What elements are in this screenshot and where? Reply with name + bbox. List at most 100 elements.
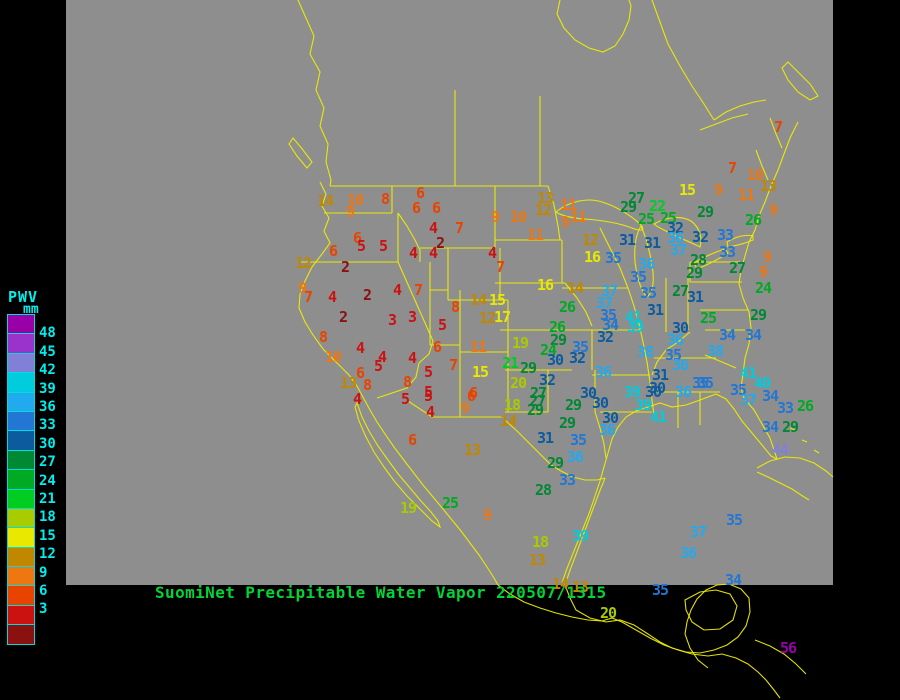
- station-value: 26: [548, 318, 566, 336]
- colorbar-tick-label: 33: [39, 417, 56, 434]
- colorbar-block: [7, 624, 35, 645]
- colorbar-block: [7, 585, 35, 606]
- station-value: 7: [773, 118, 783, 136]
- station-value: 15: [488, 291, 506, 309]
- station-value: 37: [739, 391, 757, 409]
- station-value: 36: [674, 383, 692, 401]
- station-value: 29: [564, 396, 582, 414]
- station-value: 6: [466, 387, 476, 405]
- station-value: 4: [377, 348, 387, 366]
- station-value: 37: [689, 523, 707, 541]
- colorbar-block: [7, 430, 35, 451]
- station-value: 35: [599, 306, 617, 324]
- station-value: 35: [571, 338, 589, 356]
- station-value: 36: [566, 448, 584, 466]
- station-value: 39: [571, 527, 589, 545]
- colorbar-tick-label: 39: [39, 380, 56, 397]
- station-value: 6: [411, 199, 421, 217]
- station-value: 7: [495, 258, 505, 276]
- station-value: 27: [671, 282, 689, 300]
- station-value: 6: [432, 338, 442, 356]
- station-value: 29: [619, 198, 637, 216]
- station-value: 35: [696, 374, 714, 392]
- station-value: 5: [437, 316, 447, 334]
- station-value: 9: [762, 248, 772, 266]
- station-value: 4: [407, 349, 417, 367]
- station-value: 39: [626, 318, 644, 336]
- station-value: 4: [425, 403, 435, 421]
- station-value: 29: [685, 264, 703, 282]
- station-value: 36: [666, 229, 684, 247]
- station-value: 8: [380, 190, 390, 208]
- station-value: 26: [744, 211, 762, 229]
- station-value: 36: [637, 255, 655, 273]
- station-value: 8: [402, 373, 412, 391]
- image-caption: SuomiNet Precipitable Water Vapor 220507…: [155, 583, 607, 602]
- station-value: 3: [387, 311, 397, 329]
- station-value: 36: [598, 421, 616, 439]
- station-value: 2: [362, 286, 372, 304]
- colorbar-tick-label: 15: [39, 527, 56, 544]
- colorbar-tick-label: 12: [39, 546, 56, 563]
- station-value: 34: [761, 387, 779, 405]
- station-value: 36: [671, 356, 689, 374]
- station-value: 32: [596, 328, 614, 346]
- colorbar-block: [7, 566, 35, 587]
- station-value: 7: [454, 219, 464, 237]
- station-value: 9: [713, 181, 723, 199]
- station-value: 35: [639, 284, 657, 302]
- station-value: 30: [671, 319, 689, 337]
- station-value: 12: [294, 254, 312, 272]
- station-value: 31: [646, 301, 664, 319]
- station-value: 16: [583, 248, 601, 266]
- station-value: 10: [509, 208, 527, 226]
- station-value: 9: [345, 203, 355, 221]
- station-value: 28: [689, 251, 707, 269]
- station-value: 25: [699, 309, 717, 327]
- colorbar-tick-label: 21: [39, 491, 56, 507]
- station-value: 4: [428, 219, 438, 237]
- colorbar-block: [7, 546, 35, 568]
- colorbar-tick-label: 18: [39, 509, 56, 526]
- station-value: 11: [559, 196, 577, 214]
- station-value: 28: [534, 481, 552, 499]
- satellite-image: [66, 0, 833, 585]
- station-value: 12: [581, 231, 599, 249]
- colorbar-block: [7, 469, 35, 490]
- station-value: 31: [651, 366, 669, 384]
- station-value: 5: [356, 237, 366, 255]
- station-value: 5: [423, 387, 433, 405]
- station-value: 24: [539, 341, 557, 359]
- station-value: 12: [534, 201, 552, 219]
- station-value: 7: [727, 159, 737, 177]
- station-value: 39: [634, 396, 652, 414]
- station-value: 29: [549, 331, 567, 349]
- station-value: 14: [551, 575, 569, 593]
- station-value: 13: [536, 189, 554, 207]
- station-value: 7: [413, 281, 423, 299]
- station-value: 5: [400, 390, 410, 408]
- station-value: 12: [478, 309, 496, 327]
- station-value: 33: [776, 399, 794, 417]
- station-value: 17: [493, 308, 511, 326]
- station-value: 41: [649, 408, 667, 426]
- station-value: 38: [636, 343, 654, 361]
- station-value: 6: [431, 199, 441, 217]
- station-value: 14: [316, 192, 334, 210]
- station-value: 15: [471, 363, 489, 381]
- station-value: 31: [618, 231, 636, 249]
- colorbar-tick-label: 27: [39, 454, 56, 471]
- station-value: 35: [691, 374, 709, 392]
- station-value: 5: [423, 363, 433, 381]
- station-value: 56: [779, 639, 797, 657]
- station-value: 33: [558, 471, 576, 489]
- station-value: 8: [450, 298, 460, 316]
- station-value: 32: [691, 228, 709, 246]
- station-value: 30: [579, 384, 597, 402]
- station-value: 15: [678, 181, 696, 199]
- station-value: 35: [604, 249, 622, 267]
- station-value: 27: [529, 384, 547, 402]
- station-value: 4: [487, 244, 497, 262]
